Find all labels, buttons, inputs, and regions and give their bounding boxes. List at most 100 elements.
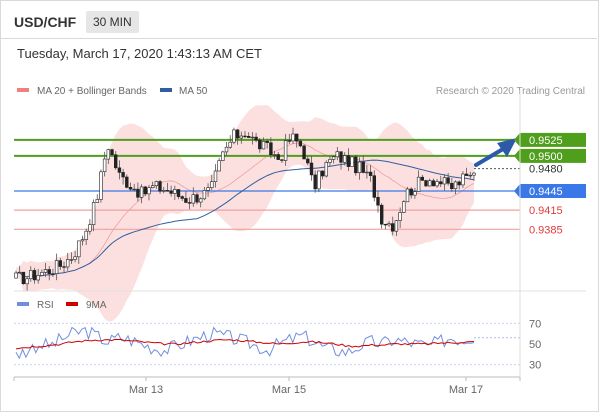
candle-body	[210, 181, 214, 188]
candle-body	[372, 175, 376, 198]
candle	[224, 142, 229, 156]
candle	[405, 186, 410, 203]
candle-body	[88, 224, 92, 232]
candle	[165, 182, 170, 192]
level-label-text: 0.9525	[529, 135, 563, 147]
chart-datetime: Tuesday, March 17, 2020 1:43:13 AM CET	[17, 46, 262, 61]
candle	[84, 228, 88, 245]
candle	[313, 170, 317, 193]
candle-body	[398, 212, 402, 221]
level-label-bg	[520, 132, 586, 147]
candle-body	[317, 170, 321, 190]
candle-body	[390, 223, 395, 232]
candle-body	[427, 180, 432, 187]
level-label-pointer	[514, 132, 520, 147]
timeframe-badge[interactable]: 30 MIN	[86, 11, 139, 33]
candle	[117, 160, 122, 180]
candle	[180, 195, 184, 201]
candle	[73, 250, 77, 263]
rsi-tick-label: 30	[529, 360, 541, 372]
candle	[265, 138, 269, 149]
candle	[232, 127, 236, 145]
ma9-legend-swatch	[66, 302, 78, 306]
candle-body	[77, 240, 81, 258]
candle	[254, 132, 258, 143]
candle	[110, 148, 114, 156]
level-label-text: 0.9445	[529, 186, 563, 198]
candle-body	[335, 151, 339, 158]
candle	[173, 185, 177, 200]
candle-body	[247, 136, 251, 138]
candle-body	[368, 171, 373, 176]
candle	[291, 127, 295, 144]
candle-body	[25, 278, 29, 285]
candle-body	[313, 174, 317, 190]
candle-body	[176, 189, 181, 197]
candle	[361, 155, 365, 174]
level-label-bg	[520, 148, 586, 163]
level-label-text: 0.9480	[529, 164, 563, 176]
candle-body	[232, 129, 236, 143]
candle-body	[394, 220, 399, 232]
candle-body	[328, 159, 332, 163]
candle-body	[254, 136, 258, 141]
candle-body	[158, 181, 162, 192]
candle-body	[62, 266, 66, 268]
candle-body	[21, 271, 26, 285]
candle-body	[442, 177, 447, 185]
ma20-legend-swatch	[17, 88, 29, 92]
candle-body	[280, 159, 284, 161]
candle-body	[110, 149, 114, 156]
rsi-tick-label: 70	[529, 318, 541, 330]
level-label-0.9385: 0.9385	[529, 224, 563, 236]
candle	[283, 133, 288, 166]
candle-body	[413, 191, 417, 196]
candle-body	[402, 201, 406, 213]
candles	[14, 127, 476, 292]
candle-body	[383, 223, 388, 226]
outlook-arrow-layer	[474, 138, 517, 167]
candle	[306, 156, 310, 166]
candle-body	[221, 151, 225, 161]
candle	[457, 180, 461, 190]
candle	[350, 156, 354, 167]
rsi-panel: 70 50 30	[14, 318, 541, 372]
candle-body	[114, 154, 118, 169]
candle	[228, 135, 232, 149]
level-label-0.9415: 0.9415	[529, 205, 563, 217]
candle-body	[435, 181, 439, 187]
candle	[302, 144, 306, 160]
candle	[184, 190, 188, 204]
candle	[390, 216, 395, 236]
candle-body	[195, 194, 199, 203]
candle	[320, 170, 325, 180]
candle-body	[379, 204, 384, 225]
candle	[272, 150, 277, 159]
candle	[176, 189, 181, 200]
candle	[442, 174, 447, 191]
candle-body	[69, 259, 74, 261]
rsi-line	[15, 326, 475, 360]
candle	[221, 150, 225, 162]
candle-body	[354, 156, 358, 174]
candle-body	[472, 172, 476, 176]
candle	[102, 151, 107, 177]
candle-body	[283, 140, 288, 161]
candle-body	[14, 272, 18, 279]
candle	[47, 266, 51, 281]
ma20-line	[15, 142, 475, 278]
candle	[468, 171, 472, 179]
candle-body	[302, 145, 306, 160]
candle	[387, 221, 391, 227]
candle-body	[106, 149, 111, 160]
candle-body	[346, 155, 351, 167]
candle-body	[29, 270, 33, 279]
candle	[121, 168, 125, 185]
candle-body	[154, 181, 159, 186]
candle-body	[342, 155, 347, 163]
candle	[439, 175, 443, 188]
candle	[77, 240, 81, 264]
candle	[394, 219, 399, 237]
outlook-arrow-icon	[497, 138, 517, 157]
